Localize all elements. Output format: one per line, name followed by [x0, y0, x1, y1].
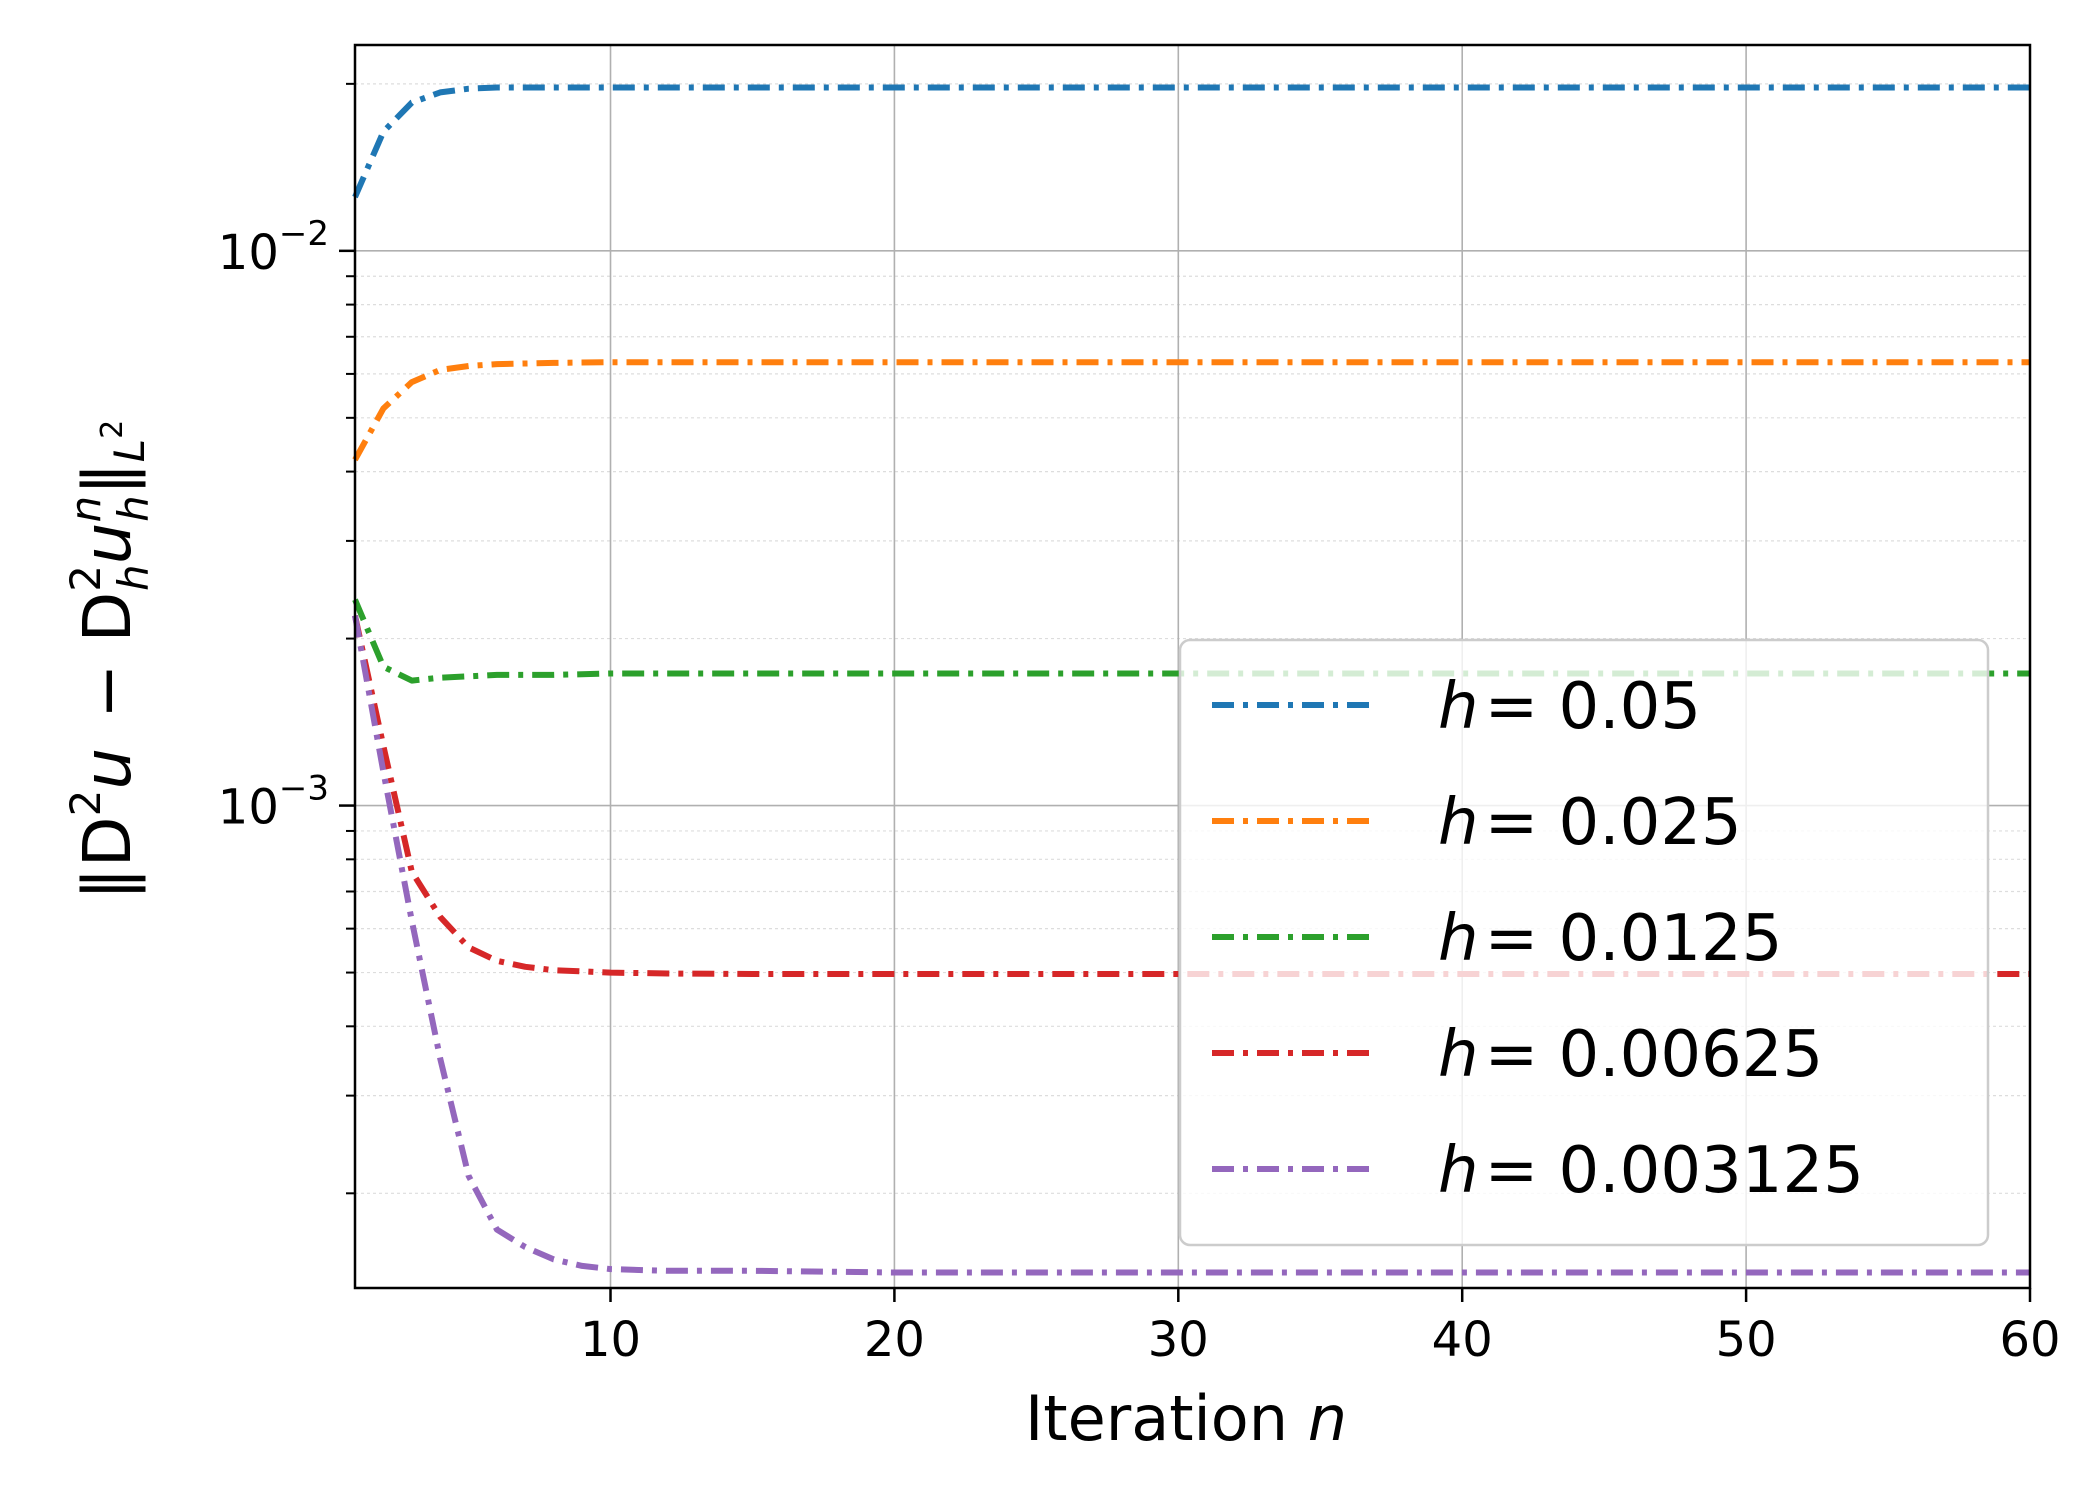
plot-frame [353, 43, 2032, 1290]
axis-tick-labels: 10 20 30 40 50 60 10−3 10−2 [218, 214, 2061, 1368]
series-line-5 [352, 615, 2030, 1276]
y-axis-label: ‖D2u − D2hunh‖L2 [61, 420, 158, 900]
x-tick-label: 50 [1716, 1312, 1777, 1368]
series-layer [352, 84, 2030, 1276]
legend-label-2: h= 0.025 [1438, 786, 1742, 860]
legend: h= 0.05 h= 0.025 h= 0.0125 h= 0.00625 h= 0.0… [1178, 638, 1990, 1247]
x-tick-label: 60 [1999, 1312, 2060, 1368]
series-line-4 [352, 614, 2030, 977]
x-tick-label: 30 [1148, 1312, 1209, 1368]
series-line-2 [352, 359, 2030, 462]
x-tick-label: 40 [1432, 1312, 1493, 1368]
axis-ticks [339, 82, 2032, 1302]
series-line-3 [352, 598, 2030, 684]
series-line-1 [352, 84, 2030, 199]
legend-label-1: h= 0.05 [1438, 670, 1701, 744]
legend-label-5: h= 0.003125 [1438, 1134, 1864, 1208]
x-tick-label: 20 [864, 1312, 925, 1368]
legend-label-4: h= 0.00625 [1438, 1018, 1823, 1092]
x-axis-label: Iteration n [1025, 1382, 1347, 1455]
y-tick-label: 10−3 [218, 769, 329, 836]
y-tick-label: 10−2 [218, 214, 329, 281]
legend-box [1178, 638, 1990, 1247]
x-tick-label: 10 [580, 1312, 641, 1368]
legend-label-3: h= 0.0125 [1438, 902, 1782, 976]
